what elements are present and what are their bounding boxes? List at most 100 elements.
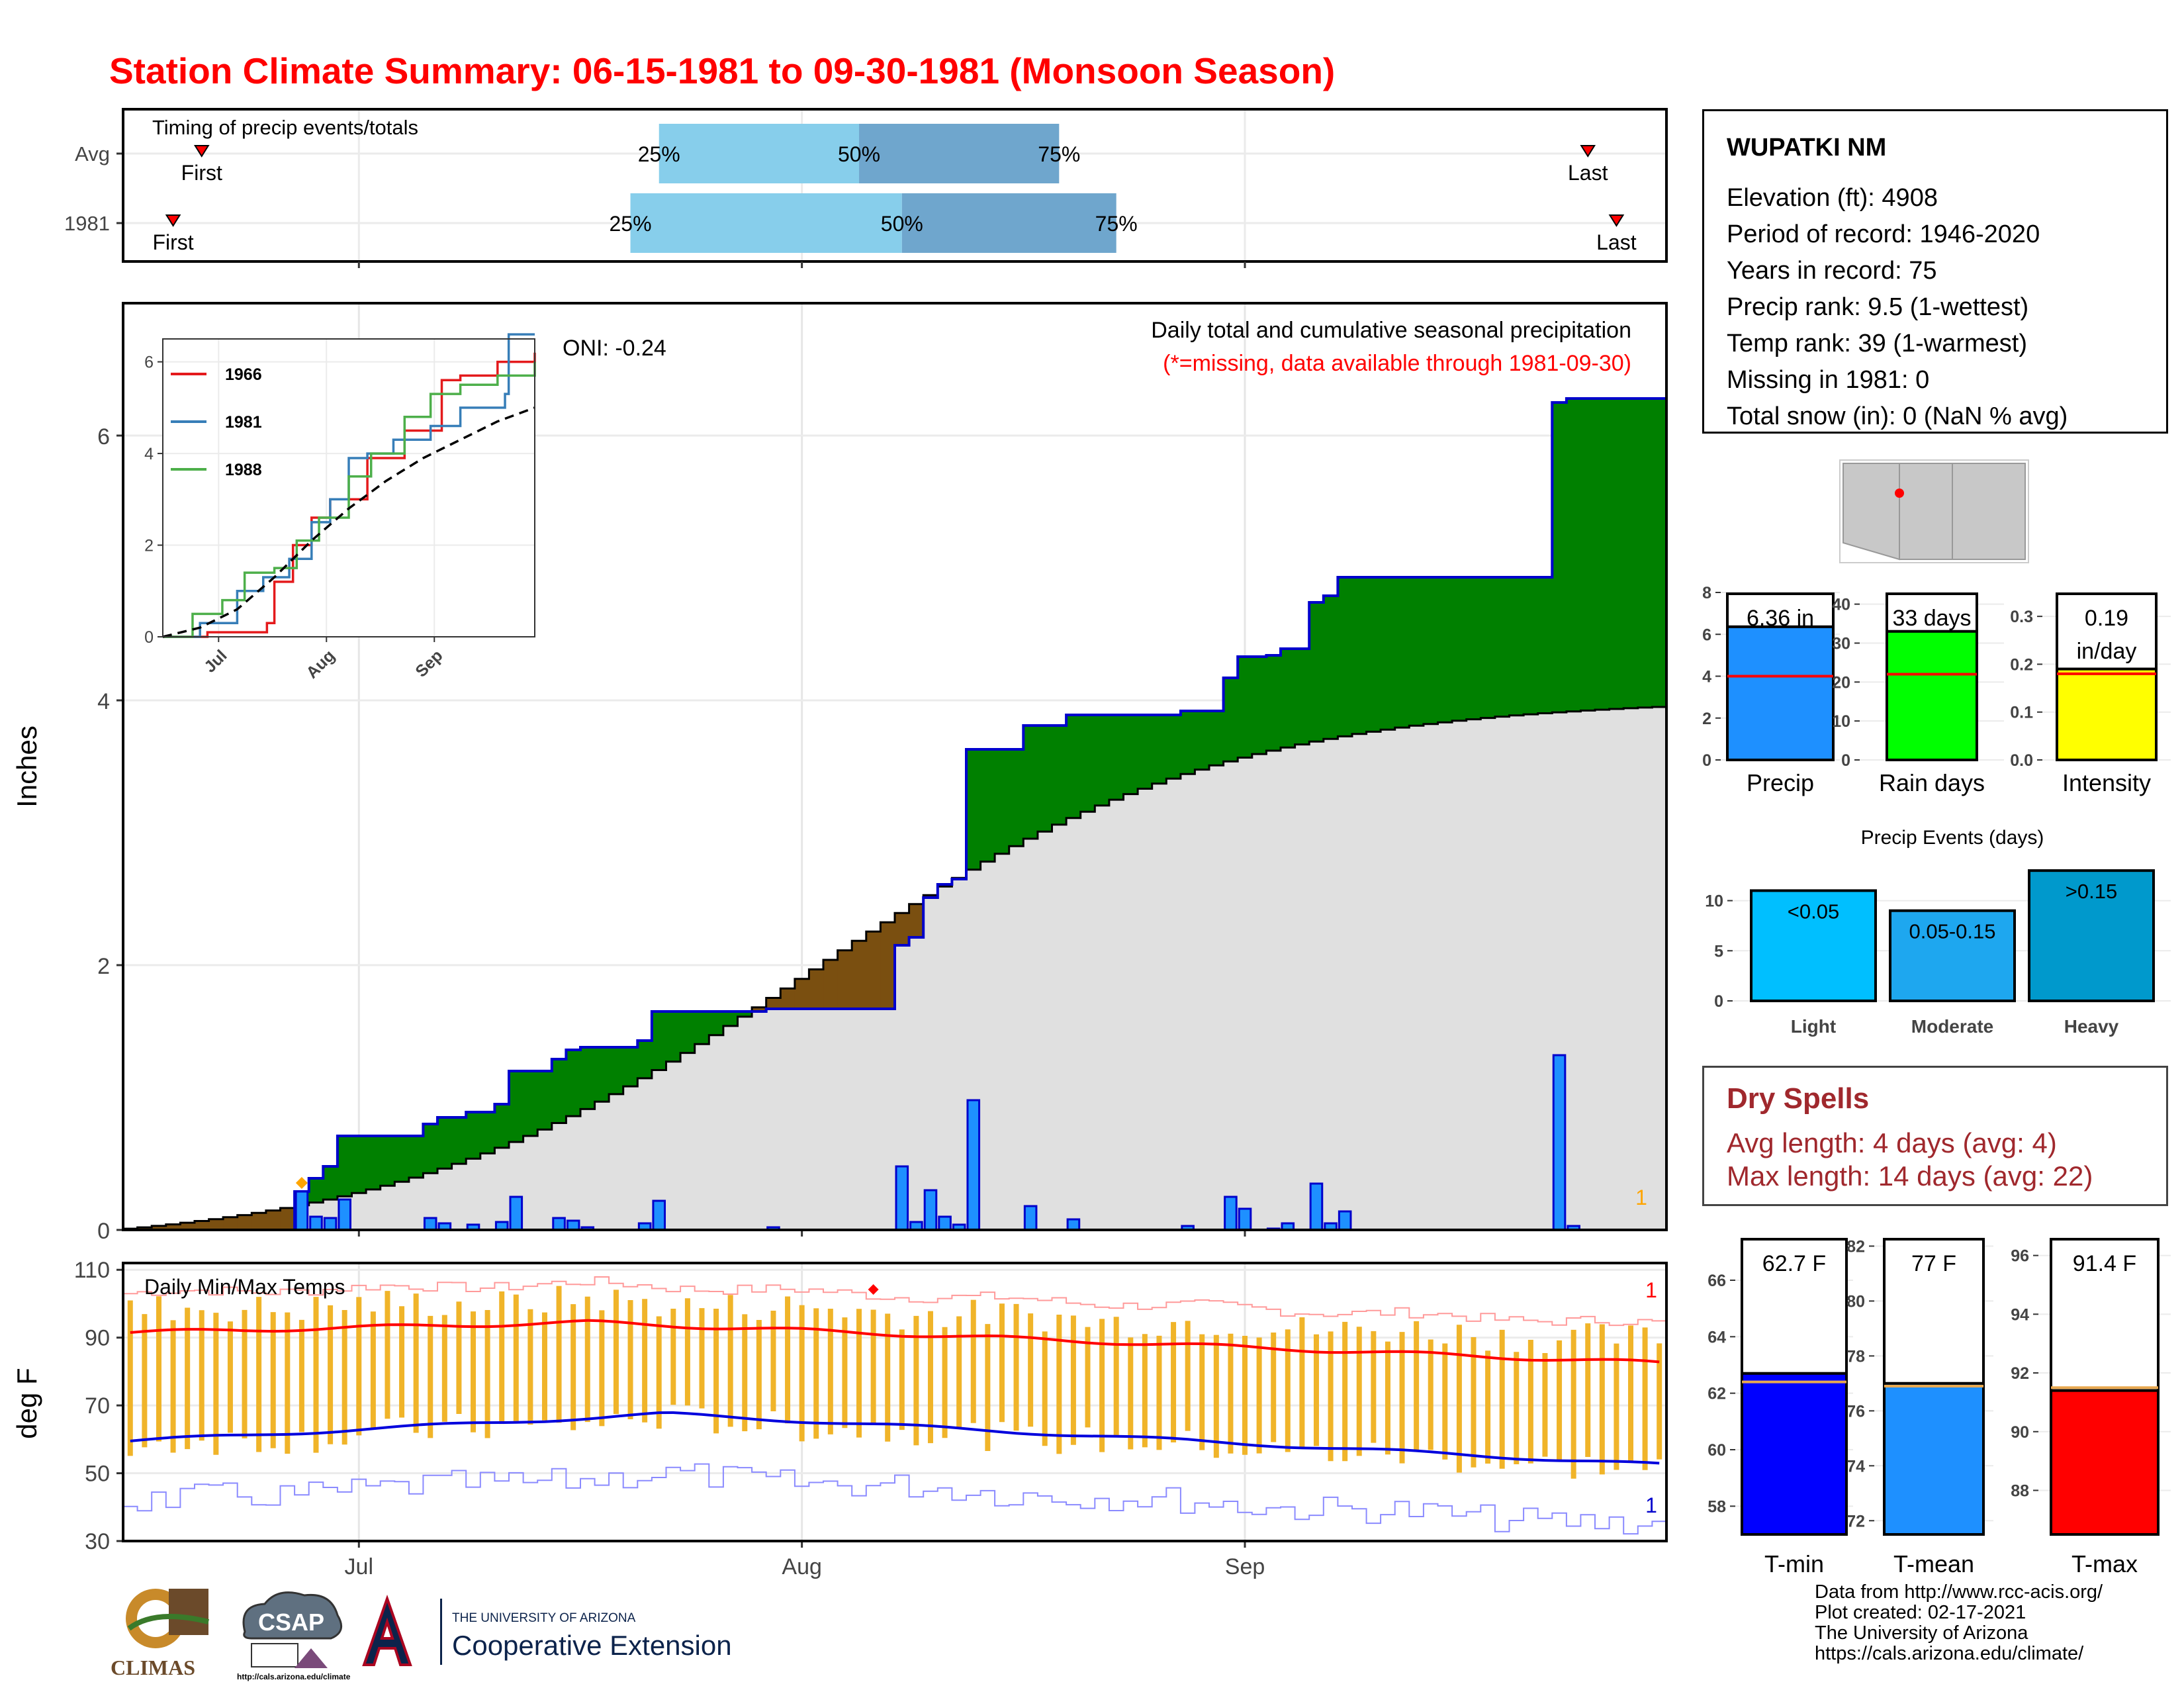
cumulative-surplus (466, 1112, 481, 1159)
daily-precip-bar (323, 1217, 338, 1231)
daily-precip-bar (652, 1199, 666, 1231)
station-name: WUPATKI NM (1727, 134, 1887, 162)
events-y-tick-label: 10 (1705, 892, 1723, 911)
cumulative-surplus (995, 749, 1010, 854)
mini-y-tick-label: 72 (1846, 1512, 1865, 1530)
daily-precip-bar (923, 1189, 938, 1231)
cumulative-surplus (609, 1047, 624, 1094)
cumulative-deficit (194, 1221, 210, 1230)
events-y-tick-label: 5 (1714, 942, 1723, 961)
temp-plot-bg (123, 1263, 1666, 1541)
inset-legend-label: 1966 (225, 365, 262, 384)
dry-spells-box: Dry Spells Avg length: 4 days (avg: 4) M… (1702, 1066, 2168, 1206)
mini-y-tick-label: 92 (2011, 1364, 2029, 1383)
bar-category-label: Precip (1747, 769, 1814, 796)
cumulative-surplus (1295, 649, 1310, 745)
quartile-bar-50-75 (859, 124, 1060, 183)
cumulative-surplus (1566, 399, 1582, 712)
cumulative-deficit (823, 959, 839, 1009)
value-label: 0.19 (2085, 606, 2128, 631)
events-title: Precip Events (days) (1861, 827, 2044, 849)
event-bar (1750, 889, 1877, 1003)
cumulative-surplus (1338, 577, 1353, 737)
cumulative-surplus (337, 1136, 353, 1197)
inset-y-tick-label: 6 (144, 353, 154, 372)
cumulative-surplus (1095, 715, 1110, 806)
value-label: 33 days (1892, 606, 1971, 631)
avg-max-line (130, 1319, 1660, 1364)
cumulative-surplus (380, 1136, 395, 1186)
quartile-label-50: 50% (838, 142, 880, 166)
mini-y-tick-label: 0.1 (2010, 704, 2033, 722)
timing-frame (122, 108, 1668, 263)
cumulative-surplus (1238, 657, 1253, 758)
cumulative-surplus (1009, 749, 1024, 847)
value-bar (1886, 630, 1978, 762)
cumulative-surplus (1195, 711, 1210, 770)
cumulative-deficit (251, 1213, 267, 1230)
cumulative-deficit (152, 1225, 167, 1230)
value-label: in/day (2077, 639, 2137, 664)
mini-y-tick-label: 0.0 (2010, 751, 2033, 770)
oni-annotation: ONI: -0.24 (563, 336, 666, 361)
mini-y-tick-label: 80 (1846, 1292, 1865, 1311)
bar-category-label: T-min (1764, 1550, 1824, 1577)
cumulative-surplus (1109, 715, 1124, 800)
footer-line: https://cals.arizona.edu/climate/ (1815, 1643, 2084, 1664)
daily-precip-bar (1066, 1218, 1081, 1231)
timing-title: Timing of precip events/totals (152, 116, 418, 139)
temp-frame (122, 1262, 1668, 1542)
event-bar-label: >0.15 (2066, 880, 2117, 903)
cumulative-deficit (809, 969, 824, 1009)
value-label: 62.7 F (1762, 1251, 1826, 1276)
cumulative-surplus (1480, 577, 1496, 718)
climas-logo: CLIMAS (109, 1582, 218, 1681)
y-tick-label: 50 (85, 1462, 110, 1487)
cumulative-surplus (1509, 577, 1524, 716)
mini-y-tick-label: 20 (1832, 673, 1850, 692)
cumulative-deficit (237, 1215, 252, 1230)
mini-y-tick-label: 76 (1846, 1402, 1865, 1421)
quartile-label-75: 75% (1095, 212, 1138, 236)
cumulative-surplus (1023, 726, 1038, 839)
cumulative-surplus (1452, 577, 1467, 721)
value-label-box (1886, 592, 1978, 633)
timing-row-label: 1981 (64, 212, 110, 235)
first-label: First (181, 161, 222, 185)
last-marker (1608, 214, 1625, 227)
cumulative-surplus (1251, 657, 1267, 755)
mini-y-tick-label: 10 (1832, 712, 1850, 731)
event-bar (1889, 909, 2016, 1002)
mini-y-tick-label: 94 (2011, 1305, 2029, 1324)
cumulative-surplus (1209, 711, 1224, 766)
bar-category-label: T-max (2071, 1550, 2138, 1577)
value-label: 91.4 F (2073, 1251, 2136, 1276)
cumulative-deficit (852, 941, 867, 1009)
x-tick-label: Sep (1225, 1554, 1265, 1579)
cumulative-surplus (394, 1136, 410, 1182)
cumulative-surplus (480, 1112, 496, 1154)
cumulative-deficit (223, 1217, 238, 1230)
cumulative-surplus (351, 1136, 367, 1194)
cumulative-deficit (895, 913, 910, 945)
value-bar (1726, 625, 1835, 761)
station-elevation: Elevation (ft): 4908 (1727, 184, 1938, 212)
avg-cumulative-line (123, 706, 1666, 1230)
cumulative-surplus (709, 1011, 724, 1035)
cumulative-surplus (366, 1136, 381, 1190)
cumulative-surplus (423, 1124, 438, 1174)
cumulative-surplus (1323, 596, 1338, 739)
daily-precip-bar (295, 1190, 309, 1231)
mini-y-tick-label: 82 (1846, 1237, 1865, 1256)
station-missing: Missing in 1981: 0 (1727, 366, 1930, 394)
cumulative-deficit (837, 950, 852, 1009)
precip-panel-subtitle: (*=missing, data available through 1981-… (1163, 351, 1631, 376)
value-label: 77 F (1911, 1251, 1956, 1276)
y-tick-label: 30 (85, 1529, 110, 1554)
cumulative-surplus (737, 1011, 752, 1017)
cumulative-surplus (551, 1059, 567, 1123)
station-snow: Total snow (in): 0 (NaN % avg) (1727, 402, 2068, 430)
cumulative-surplus (1652, 399, 1667, 707)
